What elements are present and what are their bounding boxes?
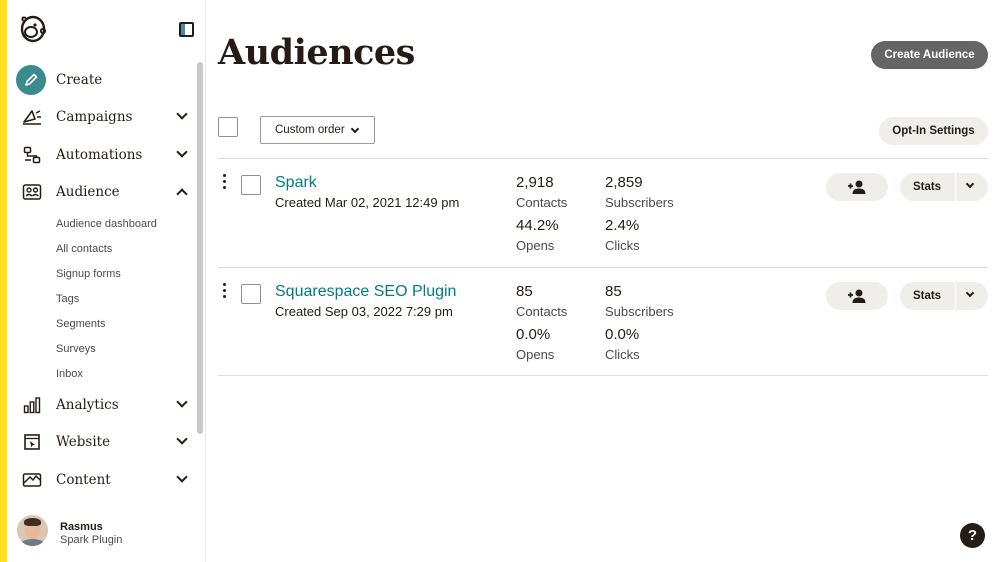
nav-label-create: Create xyxy=(56,72,103,88)
sidebar: Create Campaigns Automations Audience Au… xyxy=(7,0,206,562)
divider xyxy=(218,375,988,376)
user-profile[interactable]: Rasmus Spark Plugin xyxy=(17,514,197,550)
clicks-value: 0.0% xyxy=(605,326,640,343)
opens-label: Opens xyxy=(516,347,555,362)
subnav-audience-dashboard[interactable]: Audience dashboard xyxy=(56,218,157,230)
nav-item-automations[interactable]: Automations xyxy=(7,138,192,172)
collapse-sidebar-icon[interactable] xyxy=(179,22,194,37)
table-row: Squarespace SEO Plugin Created Sep 03, 2… xyxy=(218,268,988,376)
add-person-icon xyxy=(848,289,866,303)
add-contact-button[interactable] xyxy=(826,282,888,310)
nav-label-campaigns: Campaigns xyxy=(56,109,133,125)
contacts-value: 85 xyxy=(516,283,533,300)
subscribers-value: 2,859 xyxy=(605,174,643,191)
subnav-tags[interactable]: Tags xyxy=(56,293,80,305)
pencil-icon xyxy=(16,65,46,95)
chevron-down-icon xyxy=(176,471,188,483)
contacts-label: Contacts xyxy=(516,195,568,210)
contacts-label: Contacts xyxy=(516,304,568,319)
chevron-down-icon xyxy=(350,124,360,134)
chevron-down-icon[interactable] xyxy=(965,288,975,298)
automation-icon xyxy=(21,144,43,166)
clicks-value: 2.4% xyxy=(605,217,640,234)
user-org: Spark Plugin xyxy=(60,534,123,546)
kebab-menu-icon[interactable] xyxy=(223,174,227,190)
stats-button-label[interactable]: Stats xyxy=(912,181,942,193)
subscribers-label: Subscribers xyxy=(605,195,674,210)
clicks-label: Clicks xyxy=(605,347,640,362)
opens-label: Opens xyxy=(516,238,555,253)
chevron-up-icon xyxy=(176,188,188,200)
nav-label-analytics: Analytics xyxy=(56,397,119,413)
nav-label-content: Content xyxy=(56,472,111,488)
select-all-checkbox[interactable] xyxy=(218,117,238,137)
nav-label-audience: Audience xyxy=(56,184,120,200)
optin-settings-button[interactable]: Opt-In Settings xyxy=(879,117,988,145)
user-name: Rasmus xyxy=(60,521,103,533)
subnav-segments[interactable]: Segments xyxy=(56,318,106,330)
nav-item-campaigns[interactable]: Campaigns xyxy=(7,100,192,134)
chevron-down-icon xyxy=(176,433,188,445)
sort-select-value: Custom order xyxy=(275,124,345,136)
contacts-value: 2,918 xyxy=(516,174,554,191)
row-checkbox[interactable] xyxy=(241,284,261,304)
nav-item-website[interactable]: Website xyxy=(7,425,192,459)
nav-label-website: Website xyxy=(56,434,111,450)
sort-select[interactable]: Custom order xyxy=(260,116,375,144)
audience-name-link[interactable]: Squarespace SEO Plugin xyxy=(275,283,457,300)
avatar xyxy=(17,515,48,546)
nav-label-automations: Automations xyxy=(56,147,143,163)
chevron-down-icon[interactable] xyxy=(965,179,975,189)
divider xyxy=(218,158,988,159)
audience-created-date: Created Mar 02, 2021 12:49 pm xyxy=(275,195,460,210)
opens-value: 0.0% xyxy=(516,326,551,343)
audience-icon xyxy=(21,181,43,203)
help-button[interactable]: ? xyxy=(960,523,985,548)
kebab-menu-icon[interactable] xyxy=(223,283,227,299)
brand-accent-bar xyxy=(0,0,7,562)
stats-button-label[interactable]: Stats xyxy=(912,290,942,302)
stats-split-button[interactable]: Stats xyxy=(900,173,988,201)
row-checkbox[interactable] xyxy=(241,175,261,195)
stats-split-button[interactable]: Stats xyxy=(900,282,988,310)
subscribers-value: 85 xyxy=(605,283,622,300)
website-icon xyxy=(21,431,43,453)
page-title: Audiences xyxy=(218,32,415,73)
sidebar-scrollbar[interactable] xyxy=(197,62,203,434)
nav-item-create[interactable]: Create xyxy=(7,63,192,97)
subnav-signup-forms[interactable]: Signup forms xyxy=(56,268,121,280)
add-person-icon xyxy=(848,180,866,194)
add-contact-button[interactable] xyxy=(826,173,888,201)
subnav-surveys[interactable]: Surveys xyxy=(56,343,96,355)
audience-created-date: Created Sep 03, 2022 7:29 pm xyxy=(275,304,453,319)
bar-chart-icon xyxy=(21,394,43,416)
nav-item-analytics[interactable]: Analytics xyxy=(7,388,192,422)
content-icon xyxy=(21,469,43,491)
subnav-inbox[interactable]: Inbox xyxy=(56,368,83,380)
nav-item-audience[interactable]: Audience xyxy=(7,175,192,209)
chevron-down-icon xyxy=(176,108,188,120)
chevron-down-icon xyxy=(176,146,188,158)
clicks-label: Clicks xyxy=(605,238,640,253)
megaphone-icon xyxy=(21,106,43,128)
chevron-down-icon xyxy=(176,396,188,408)
opens-value: 44.2% xyxy=(516,217,559,234)
audience-name-link[interactable]: Spark xyxy=(275,174,317,191)
nav-item-content[interactable]: Content xyxy=(7,463,192,497)
table-row: Spark Created Mar 02, 2021 12:49 pm 2,91… xyxy=(218,159,988,267)
mailchimp-logo-icon[interactable] xyxy=(17,12,49,44)
create-audience-button[interactable]: Create Audience xyxy=(871,41,988,69)
subnav-all-contacts[interactable]: All contacts xyxy=(56,243,113,255)
divider xyxy=(218,267,988,268)
subscribers-label: Subscribers xyxy=(605,304,674,319)
